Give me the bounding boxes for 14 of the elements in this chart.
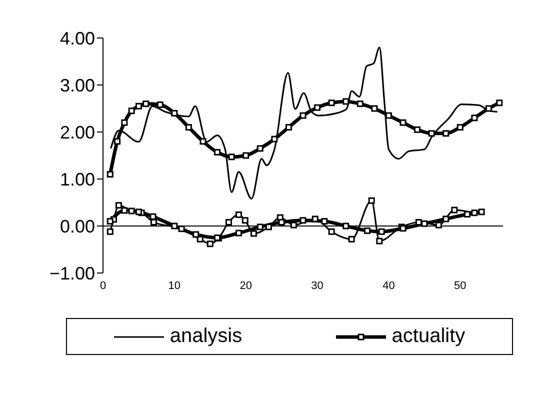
x-tick-label: 50	[454, 280, 466, 292]
y-tick-label: 4.00	[60, 28, 95, 48]
x-tick-label: 40	[382, 280, 395, 292]
y-tick-label: −1.00	[49, 263, 95, 284]
legend-label: actuality	[392, 325, 466, 348]
x-tick-label: 10	[168, 280, 181, 292]
y-tick-label: 3.00	[60, 75, 95, 96]
x-tick-label: 20	[240, 280, 252, 292]
y-tick-label: 2.00	[60, 122, 95, 142]
y-tick-label: 1.00	[60, 169, 95, 190]
legend-label: analysis	[170, 325, 242, 348]
x-tick-label: 30	[311, 280, 324, 292]
x-tick-label: 0	[100, 280, 106, 292]
y-tick-label: 0.00	[60, 216, 95, 236]
